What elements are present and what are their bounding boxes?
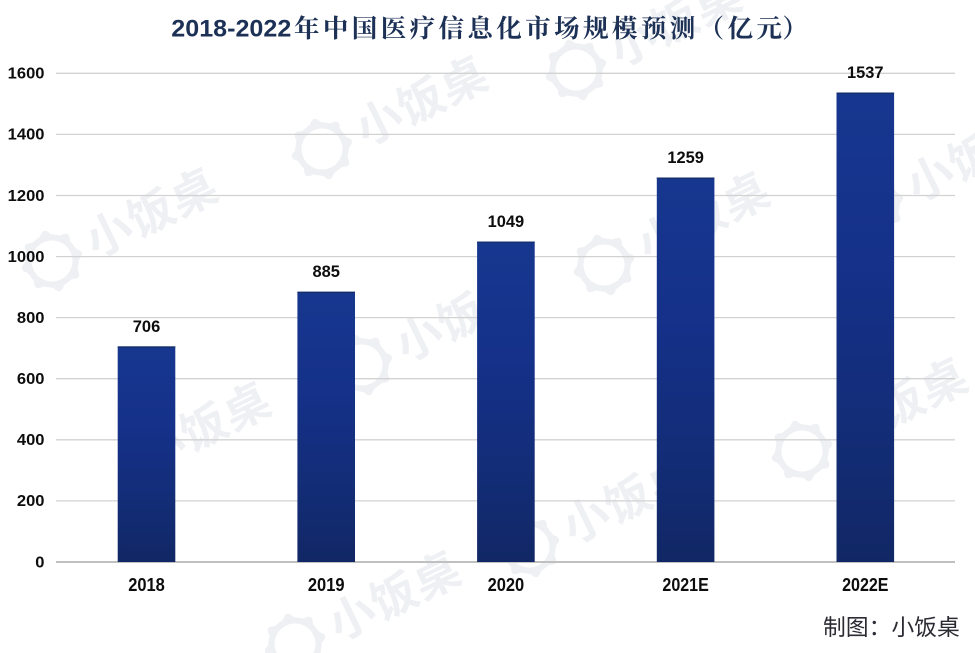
svg-text:2018: 2018: [128, 575, 165, 595]
svg-text:1537: 1537: [847, 63, 884, 82]
svg-text:706: 706: [133, 317, 161, 336]
svg-text:1259: 1259: [667, 148, 704, 167]
svg-text:1200: 1200: [8, 188, 45, 205]
svg-text:600: 600: [17, 371, 45, 388]
svg-text:1049: 1049: [488, 212, 525, 231]
svg-text:2019: 2019: [308, 575, 345, 595]
svg-text:885: 885: [312, 262, 340, 281]
svg-text:2020: 2020: [488, 575, 525, 595]
svg-text:2022E: 2022E: [842, 575, 888, 595]
svg-text:1600: 1600: [8, 66, 45, 83]
svg-text:800: 800: [17, 310, 45, 327]
svg-text:0: 0: [35, 554, 44, 571]
svg-text:1400: 1400: [8, 127, 45, 144]
svg-text:400: 400: [17, 432, 45, 449]
svg-text:200: 200: [17, 493, 45, 510]
svg-text:2018-2022: 2018-2022: [171, 16, 291, 43]
svg-text:2021E: 2021E: [662, 575, 708, 595]
svg-text:1000: 1000: [8, 249, 45, 266]
